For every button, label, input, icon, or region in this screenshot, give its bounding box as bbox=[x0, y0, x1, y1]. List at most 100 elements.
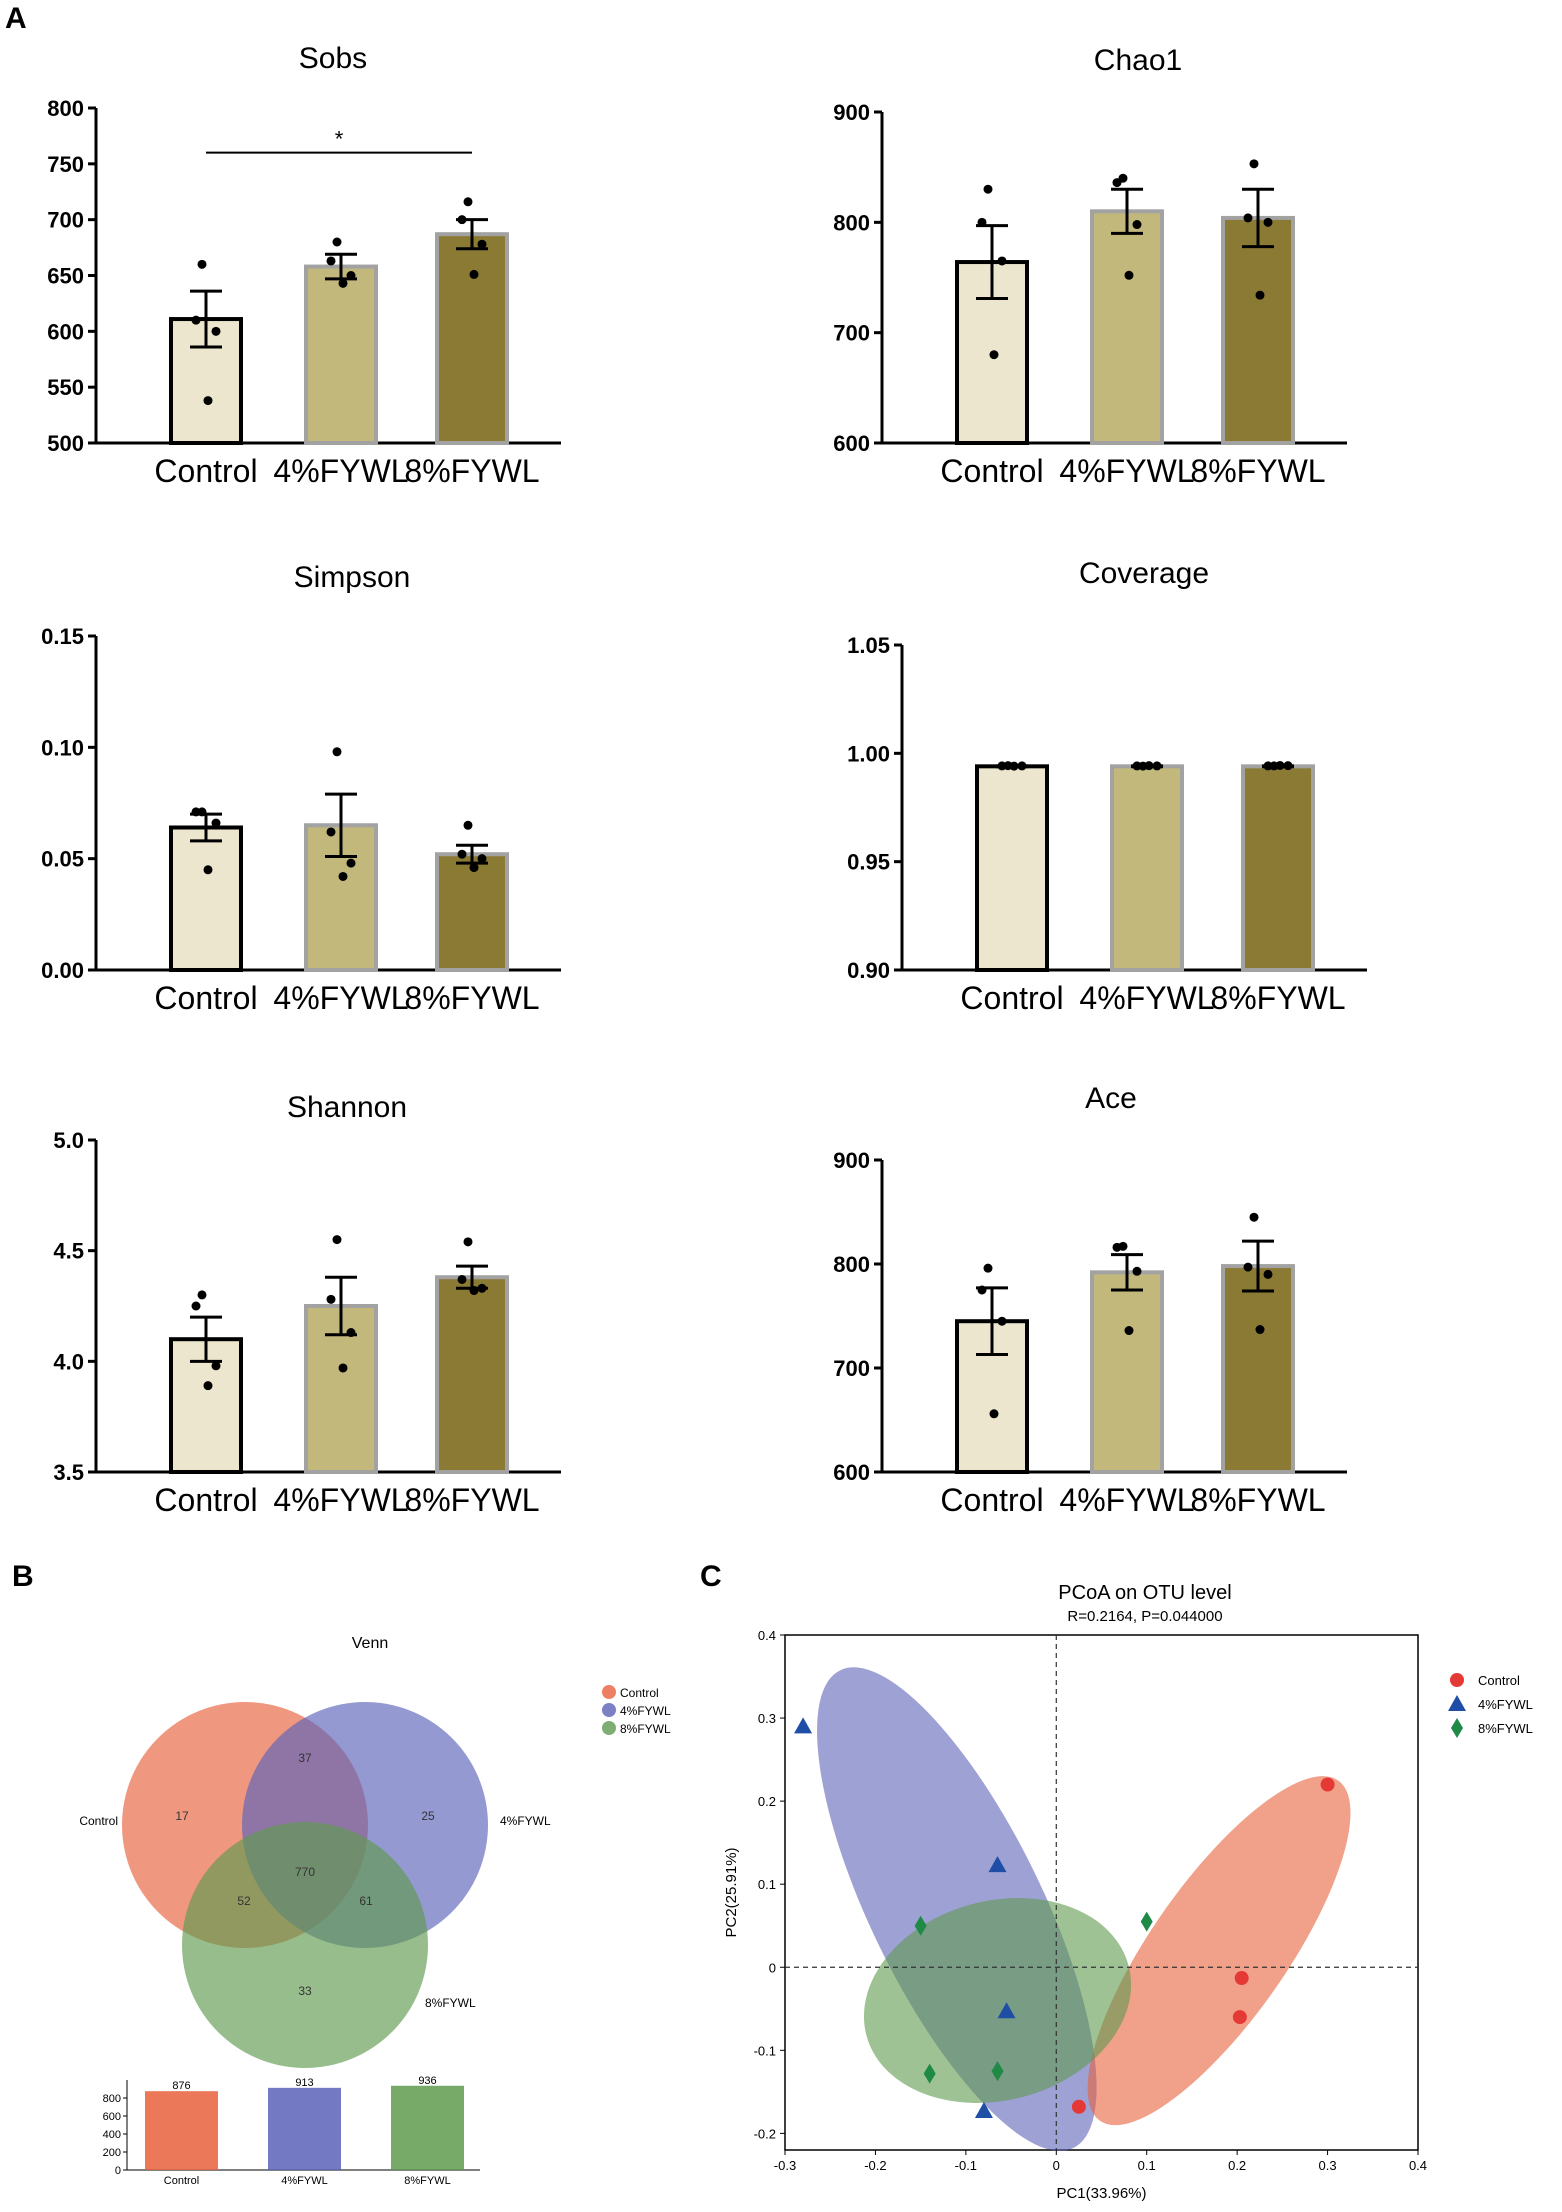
data-point bbox=[1263, 1269, 1273, 1279]
data-point bbox=[332, 1235, 342, 1245]
data-point bbox=[477, 854, 487, 864]
data-point bbox=[1243, 1262, 1253, 1272]
venn-region-fywl4-8fywl: 61 bbox=[359, 1894, 373, 1908]
venn-set-label-4fywl: 4%FYWL bbox=[500, 1814, 551, 1828]
legend-marker bbox=[1448, 1695, 1466, 1711]
venn-size-bar-chart: 0 200 400 600 800 876 Control 913 4%FYWL 936 8%FYW… bbox=[103, 2075, 480, 2187]
legend-label: 8%FYWL bbox=[1478, 1721, 1533, 1736]
point-control bbox=[1071, 2099, 1086, 2114]
y-tick-label: 800 bbox=[833, 1252, 870, 1277]
data-point bbox=[457, 1274, 467, 1284]
venn-region-control-4fywl: 37 bbox=[298, 1751, 312, 1765]
y-tick-label: 700 bbox=[833, 321, 870, 346]
bar-4pctfywl bbox=[1090, 209, 1164, 445]
legend-marker bbox=[1451, 1718, 1463, 1738]
x-tick-label: 8%FYWL bbox=[1190, 453, 1325, 489]
y-tick-label: 900 bbox=[833, 1148, 870, 1173]
x-tick-label: 4%FYWL bbox=[273, 453, 408, 489]
data-point bbox=[1283, 761, 1293, 771]
venn-circle-8fywl bbox=[182, 1822, 428, 2068]
x-tick-label: 4%FYWL bbox=[1079, 980, 1214, 1016]
point-control bbox=[1232, 2010, 1247, 2025]
venn-region-control-8fywl: 52 bbox=[237, 1894, 251, 1908]
data-point bbox=[457, 849, 467, 859]
pcoa-title: PCoA on OTU level bbox=[1058, 1582, 1231, 1604]
data-point bbox=[997, 1316, 1007, 1326]
point-8pctfywl bbox=[991, 2061, 1004, 2082]
y-tick-label: 800 bbox=[103, 2093, 121, 2105]
y-axis-label: PC2(25.91%) bbox=[723, 1847, 740, 1937]
point-8pctfywl bbox=[914, 1915, 927, 1936]
venn-title: Venn bbox=[352, 1635, 388, 1652]
x-tick-label: Control bbox=[154, 453, 257, 489]
data-point bbox=[463, 1237, 473, 1247]
venn-legend-label: Control bbox=[620, 1686, 659, 1700]
y-tick-label: 600 bbox=[833, 1460, 870, 1485]
bar-8pctfywl bbox=[435, 232, 509, 445]
venn-size-bar bbox=[145, 2091, 218, 2170]
data-point bbox=[997, 256, 1007, 266]
panel-label-b: B bbox=[12, 1560, 34, 1593]
venn-size-category: Control bbox=[164, 2175, 199, 2187]
x-tick-label: Control bbox=[154, 980, 257, 1016]
data-point bbox=[332, 237, 342, 247]
y-tick-label: 4.0 bbox=[53, 1349, 84, 1374]
venn-legend-swatch bbox=[602, 1721, 616, 1735]
y-tick-label: 3.5 bbox=[53, 1460, 84, 1485]
data-point bbox=[1124, 1326, 1134, 1336]
x-tick-label: 0.2 bbox=[1228, 2158, 1246, 2173]
y-tick-label: 0.95 bbox=[847, 850, 890, 875]
bar-chart-simpson: Simpson 0.00 0.05 0.10 0.15 Control 4%FYWL8%FY… bbox=[41, 561, 561, 1016]
y-tick-label: 750 bbox=[47, 152, 84, 177]
legend-marker bbox=[1450, 1673, 1464, 1687]
y-tick-label: 600 bbox=[47, 319, 84, 344]
y-tick-label: 1.00 bbox=[847, 741, 890, 766]
pcoa-subtitle: R=0.2164, P=0.044000 bbox=[1067, 1608, 1222, 1625]
data-point bbox=[1009, 761, 1019, 771]
x-tick-label: 0.1 bbox=[1138, 2158, 1156, 2173]
chart-title: Chao1 bbox=[1094, 44, 1182, 77]
venn-legend-swatch bbox=[602, 1703, 616, 1717]
y-tick-label: 700 bbox=[833, 1356, 870, 1381]
chart-title: Sobs bbox=[299, 42, 367, 75]
data-point bbox=[211, 1361, 221, 1371]
data-point bbox=[211, 326, 221, 336]
y-tick-label: 0.2 bbox=[758, 1794, 776, 1809]
y-tick-label: 650 bbox=[47, 264, 84, 289]
y-tick-label: 0.10 bbox=[41, 735, 84, 760]
data-point bbox=[326, 1294, 336, 1304]
data-point bbox=[191, 315, 201, 325]
x-tick-label: 4%FYWL bbox=[273, 980, 408, 1016]
y-tick-label: 600 bbox=[103, 2111, 121, 2123]
x-tick-label: 0.4 bbox=[1409, 2158, 1427, 2173]
data-point bbox=[469, 863, 479, 873]
y-tick-label: 0.05 bbox=[41, 847, 84, 872]
venn-legend-swatch bbox=[602, 1685, 616, 1699]
legend-label: 4%FYWL bbox=[1478, 1697, 1533, 1712]
point-4pctfywl bbox=[974, 2101, 993, 2118]
data-point bbox=[191, 1301, 201, 1311]
bar-8pctfywl bbox=[1221, 215, 1295, 445]
venn-legend-label: 8%FYWL bbox=[620, 1722, 671, 1736]
x-tick-label: 8%FYWL bbox=[404, 1482, 539, 1518]
x-tick-label: 0 bbox=[1053, 2158, 1060, 2173]
venn-region-fywl8-only: 33 bbox=[298, 1984, 312, 1998]
data-point bbox=[977, 217, 987, 227]
venn-size-category: 4%FYWL bbox=[281, 2175, 327, 2187]
data-point bbox=[477, 1283, 487, 1293]
venn-size-bar bbox=[391, 2085, 464, 2170]
plot-frame bbox=[784, 1634, 1419, 2151]
venn-size-value: 913 bbox=[295, 2077, 313, 2089]
y-tick-label: 0 bbox=[115, 2165, 121, 2177]
ellipse-8fywl bbox=[863, 1898, 1132, 2103]
panel-label-c: C bbox=[700, 1560, 722, 1593]
y-tick-label: 0.1 bbox=[758, 1877, 776, 1892]
bar-control bbox=[169, 825, 243, 973]
data-point bbox=[463, 820, 473, 830]
data-point bbox=[332, 747, 342, 757]
data-point bbox=[1124, 270, 1134, 280]
data-point bbox=[211, 818, 221, 828]
data-point bbox=[1132, 761, 1142, 771]
